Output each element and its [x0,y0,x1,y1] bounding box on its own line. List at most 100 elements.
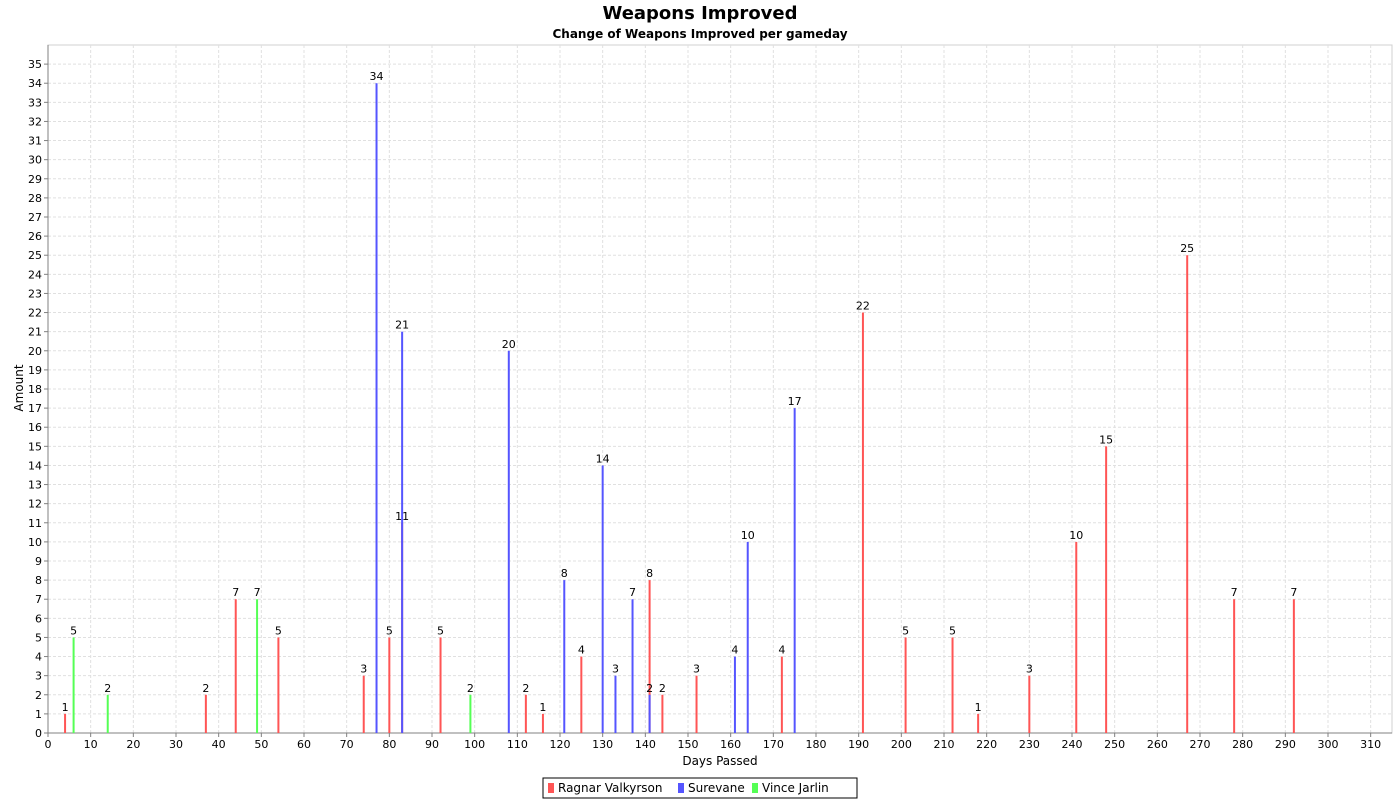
x-tick-label: 240 [1062,738,1083,751]
y-tick-label: 22 [28,307,42,320]
bar-surevane [601,465,604,733]
bar-ragnar-valkyrson [695,675,698,733]
x-tick-label: 170 [763,738,784,751]
x-tick-label: 160 [720,738,741,751]
x-tick-label: 190 [848,738,869,751]
x-tick-label: 220 [976,738,997,751]
data-label-ragnar-valkyrson: 1 [975,701,982,714]
data-label-ragnar-valkyrson: 2 [659,682,666,695]
y-tick-label: 9 [35,555,42,568]
data-label-ragnar-valkyrson: 7 [1231,586,1238,599]
data-label-surevane: 10 [741,529,755,542]
y-tick-label: 25 [28,249,42,262]
x-tick-label: 250 [1104,738,1125,751]
x-axis-title: Days Passed [682,754,757,768]
y-tick-label: 13 [28,479,42,492]
legend-label-ragnar-valkyrson: Ragnar Valkyrson [558,781,662,795]
y-tick-label: 34 [28,77,42,90]
y-tick-label: 20 [28,345,42,358]
y-tick-label: 31 [28,135,42,148]
data-label-surevane: 14 [596,452,610,465]
y-tick-label: 30 [28,154,42,167]
data-label-ragnar-valkyrson: 1 [539,701,546,714]
y-tick-label: 1 [35,708,42,721]
y-tick-label: 10 [28,536,42,549]
y-tick-label: 29 [28,173,42,186]
data-label-ragnar-valkyrson: 5 [437,624,444,637]
data-label-ragnar-valkyrson: 22 [856,300,870,313]
legend-swatch-ragnar-valkyrson [548,783,554,793]
y-tick-label: 26 [28,230,42,243]
x-tick-label: 40 [212,738,226,751]
data-label-ragnar-valkyrson: 1 [62,701,69,714]
data-label-ragnar-valkyrson: 5 [902,624,909,637]
chart-title: Weapons Improved [602,3,797,24]
bar-surevane [375,83,378,733]
x-tick-label: 110 [507,738,528,751]
bar-ragnar-valkyrson [648,580,651,733]
bar-ragnar-valkyrson [780,656,783,733]
x-tick-label: 100 [464,738,485,751]
x-tick-label: 150 [678,738,699,751]
data-label-ragnar-valkyrson: 25 [1180,242,1194,255]
y-tick-label: 19 [28,364,42,377]
bar-surevane [507,350,510,733]
y-tick-label: 17 [28,402,42,415]
bar-surevane [401,331,404,733]
data-label-ragnar-valkyrson: 3 [1026,663,1033,676]
x-tick-label: 200 [891,738,912,751]
y-tick-label: 15 [28,440,42,453]
y-tick-label: 28 [28,192,42,205]
bar-ragnar-valkyrson [388,637,391,733]
data-label-ragnar-valkyrson: 7 [1290,586,1297,599]
bar-ragnar-valkyrson [951,637,954,733]
x-tick-label: 230 [1019,738,1040,751]
x-tick-label: 10 [84,738,98,751]
legend: Ragnar Valkyrson Surevane Vince Jarlin [542,777,858,799]
plot-area: 0123456789101112131415161718192021222324… [28,44,1393,751]
legend-box [542,777,858,799]
bar-vince-jarlin [256,599,259,733]
y-tick-label: 16 [28,421,42,434]
x-tick-label: 300 [1318,738,1339,751]
y-tick-label: 11 [28,517,42,530]
bar-ragnar-valkyrson [1233,599,1236,733]
x-tick-label: 20 [126,738,140,751]
data-label-ragnar-valkyrson: 3 [693,663,700,676]
bar-ragnar-valkyrson [541,713,544,733]
data-label-surevane: 7 [629,586,636,599]
bar-surevane [733,656,736,733]
y-tick-label: 21 [28,326,42,339]
y-tick-label: 14 [28,459,42,472]
data-label-ragnar-valkyrson: 10 [1069,529,1083,542]
legend-swatch-vince-jarlin [752,783,758,793]
bar-ragnar-valkyrson [439,637,442,733]
data-label-ragnar-valkyrson: 15 [1099,433,1113,446]
y-tick-label: 32 [28,115,42,128]
data-label-surevane: 2 [646,682,653,695]
bar-ragnar-valkyrson [64,713,67,733]
x-tick-label: 70 [340,738,354,751]
legend-swatch-surevane [678,783,684,793]
data-label-surevane: 34 [370,70,384,83]
y-tick-label: 5 [35,631,42,644]
data-label-surevane: 3 [612,663,619,676]
x-tick-label: 260 [1147,738,1168,751]
bar-ragnar-valkyrson [204,694,207,733]
x-tick-label: 90 [425,738,439,751]
x-tick-label: 30 [169,738,183,751]
data-label-surevane: 21 [395,319,409,332]
bar-surevane [563,580,566,733]
data-label-ragnar-valkyrson: 5 [386,624,393,637]
bar-ragnar-valkyrson [362,675,365,733]
data-label-vince-jarlin: 2 [467,682,474,695]
bar-ragnar-valkyrson [977,713,980,733]
data-label-surevane: 17 [788,395,802,408]
y-tick-label: 33 [28,96,42,109]
y-axis-title: Amount [12,364,26,411]
bar-vince-jarlin [469,694,472,733]
bar-ragnar-valkyrson [1292,599,1295,733]
x-tick-label: 270 [1190,738,1211,751]
bar-surevane [746,541,749,733]
